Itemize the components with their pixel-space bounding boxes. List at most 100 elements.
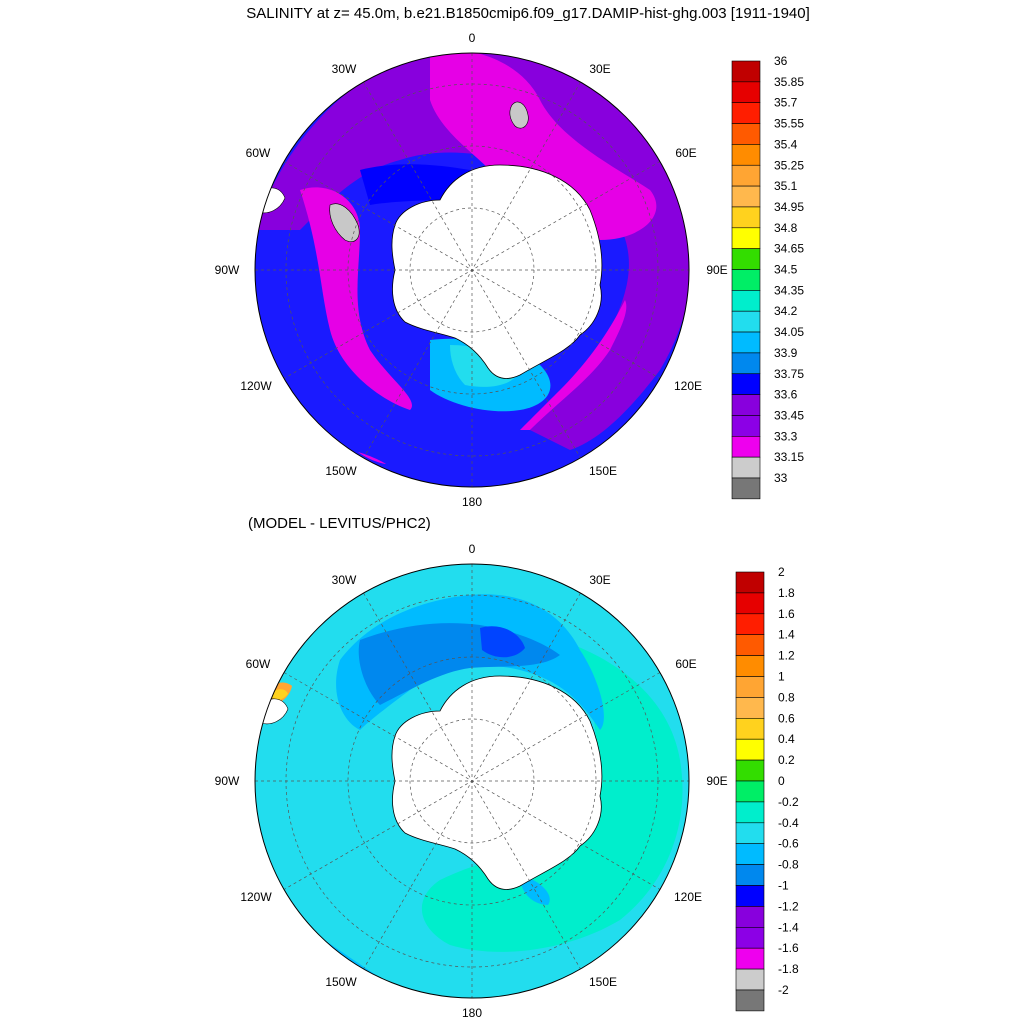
- colorbar-tick-label: 1: [778, 670, 785, 684]
- colorbar-segment: [731, 60, 761, 83]
- colorbar-tick-label: 33.15: [774, 450, 804, 464]
- lon-label: 90E: [706, 263, 727, 277]
- colorbar-tick-label: 1.6: [778, 607, 795, 621]
- colorbar-tick-label: 34.05: [774, 325, 804, 339]
- colorbar-segment: [731, 144, 761, 166]
- colorbar-segment: [731, 269, 761, 291]
- colorbar-tick-label: -0.4: [778, 816, 799, 830]
- colorbar-tick-label: -0.2: [778, 795, 799, 809]
- colorbar-tick-label: -1.8: [778, 962, 799, 976]
- colorbar-segment: [731, 310, 761, 333]
- lon-label: 90E: [706, 774, 727, 788]
- colorbar-segment: [731, 352, 761, 375]
- longitude-labels-1: 0 30E 60E 90E 120E 150E 180 150W 120W 90…: [215, 31, 728, 509]
- lon-label: 150E: [589, 464, 617, 478]
- ice-patch-south: [358, 452, 386, 464]
- colorbar-tick-label: 33.45: [774, 408, 804, 422]
- contour-patch-blue: [480, 626, 525, 658]
- lon-label: 150E: [589, 975, 617, 989]
- colorbar-segment: [731, 456, 761, 479]
- lon-label: 180: [462, 1006, 482, 1020]
- lon-label: 60E: [675, 657, 696, 671]
- colorbar-tick-label: 35.25: [774, 158, 804, 172]
- colorbar-tick-label: 33.75: [774, 367, 804, 381]
- colorbar-segment: [731, 477, 761, 500]
- colorbar-tick-label: 0.6: [778, 711, 795, 725]
- colorbar-tick-label: 34.65: [774, 242, 804, 256]
- chart-title-2: (MODEL - LEVITUS/PHC2): [248, 515, 431, 532]
- colorbar-segment: [731, 373, 761, 395]
- graticule-2: [255, 564, 689, 998]
- colorbar-segment: [731, 331, 761, 354]
- graticule-1: [255, 53, 689, 487]
- colorbar-tick-label: 0.2: [778, 753, 795, 767]
- contour-band-purple: [255, 53, 689, 450]
- colorbar-segment: [735, 843, 765, 865]
- colorbar-segment: [735, 759, 765, 782]
- colorbar-tick-label: -1.6: [778, 941, 799, 955]
- lon-label: 120W: [240, 379, 272, 393]
- contour-band-magenta: [430, 53, 657, 240]
- colorbar-segment: [735, 822, 765, 844]
- colorbar-tick-label: 35.4: [774, 137, 798, 151]
- colorbar-2: 2 1.8 1.6 1.4 1.2 1 0.8 0.6 0.4 0.2 0 -0.2 -0.4 -0.6 -…: [735, 565, 799, 1012]
- colorbar-segment: [735, 968, 765, 991]
- lon-label: 0: [469, 542, 476, 556]
- colorbar-tick-label: 0.4: [778, 732, 795, 746]
- colorbar-segment: [731, 81, 761, 103]
- colorbar-segment: [735, 864, 765, 886]
- colorbar-tick-label: 34.2: [774, 304, 798, 318]
- colorbar-segment: [735, 571, 765, 594]
- colorbar-segment: [735, 738, 765, 761]
- colorbar-segment: [731, 248, 761, 270]
- ice-patch-weddell: [329, 203, 360, 242]
- colorbar-segment: [735, 989, 765, 1012]
- colorbar-tick-label: 1.4: [778, 628, 795, 642]
- colorbar-segment: [735, 906, 765, 928]
- colorbar-tick-label: 33.3: [774, 429, 798, 443]
- colorbar-tick-label: 35.7: [774, 96, 798, 110]
- colorbar-tick-label: -0.6: [778, 837, 799, 851]
- colorbar-tick-label: -1: [778, 879, 789, 893]
- colorbar-tick-label: 1.8: [778, 586, 795, 600]
- colorbar-segment: [735, 926, 765, 949]
- colorbar-segment: [735, 676, 765, 698]
- colorbar-tick-label: 2: [778, 565, 785, 579]
- ice-patch-east: [509, 101, 529, 129]
- lon-label: 30W: [332, 62, 357, 76]
- colorbar-tick-label: 36: [774, 54, 788, 68]
- colorbar-segment: [735, 697, 765, 719]
- lon-label: 90W: [215, 263, 240, 277]
- colorbar-tick-label: 34.8: [774, 221, 798, 235]
- colorbar-segment: [731, 164, 761, 187]
- polar-map-2: [255, 564, 689, 998]
- colorbar-tick-label: 35.55: [774, 117, 804, 131]
- colorbar-segment: [735, 613, 765, 635]
- lon-label: 90W: [215, 774, 240, 788]
- lon-label: 60W: [246, 146, 271, 160]
- colorbar-tick-label: -0.8: [778, 858, 799, 872]
- polar-map-1: [255, 53, 689, 487]
- colorbar-segment: [731, 206, 761, 229]
- lon-label: 120W: [240, 890, 272, 904]
- lon-label: 180: [462, 495, 482, 509]
- colorbar-segment: [735, 634, 765, 656]
- longitude-labels-2: 0 30E 60E 90E 120E 150E 180 150W 120W 90…: [215, 542, 728, 1020]
- colorbar-1: 36 35.85 35.7 35.55 35.4 35.25 35.1 34.95 34.8 34…: [731, 54, 804, 500]
- colorbar-segment: [735, 717, 765, 740]
- lon-label: 60W: [246, 657, 271, 671]
- contour-band-magenta-west: [300, 187, 412, 410]
- colorbar-segment: [735, 801, 765, 824]
- colorbar-segment: [735, 885, 765, 907]
- lon-label: 30E: [589, 573, 610, 587]
- colorbar-segment: [731, 415, 761, 437]
- colorbar-tick-label: 34.35: [774, 283, 804, 297]
- colorbar-tick-label: 33.9: [774, 346, 798, 360]
- colorbar-tick-label: 33: [774, 471, 788, 485]
- colorbar-segment: [735, 947, 765, 970]
- chart-title-1: SALINITY at z= 45.0m, b.e21.B1850cmip6.f…: [246, 5, 810, 22]
- colorbar-segment: [731, 290, 761, 312]
- colorbar-segment: [735, 592, 765, 615]
- colorbar-segment: [735, 655, 765, 677]
